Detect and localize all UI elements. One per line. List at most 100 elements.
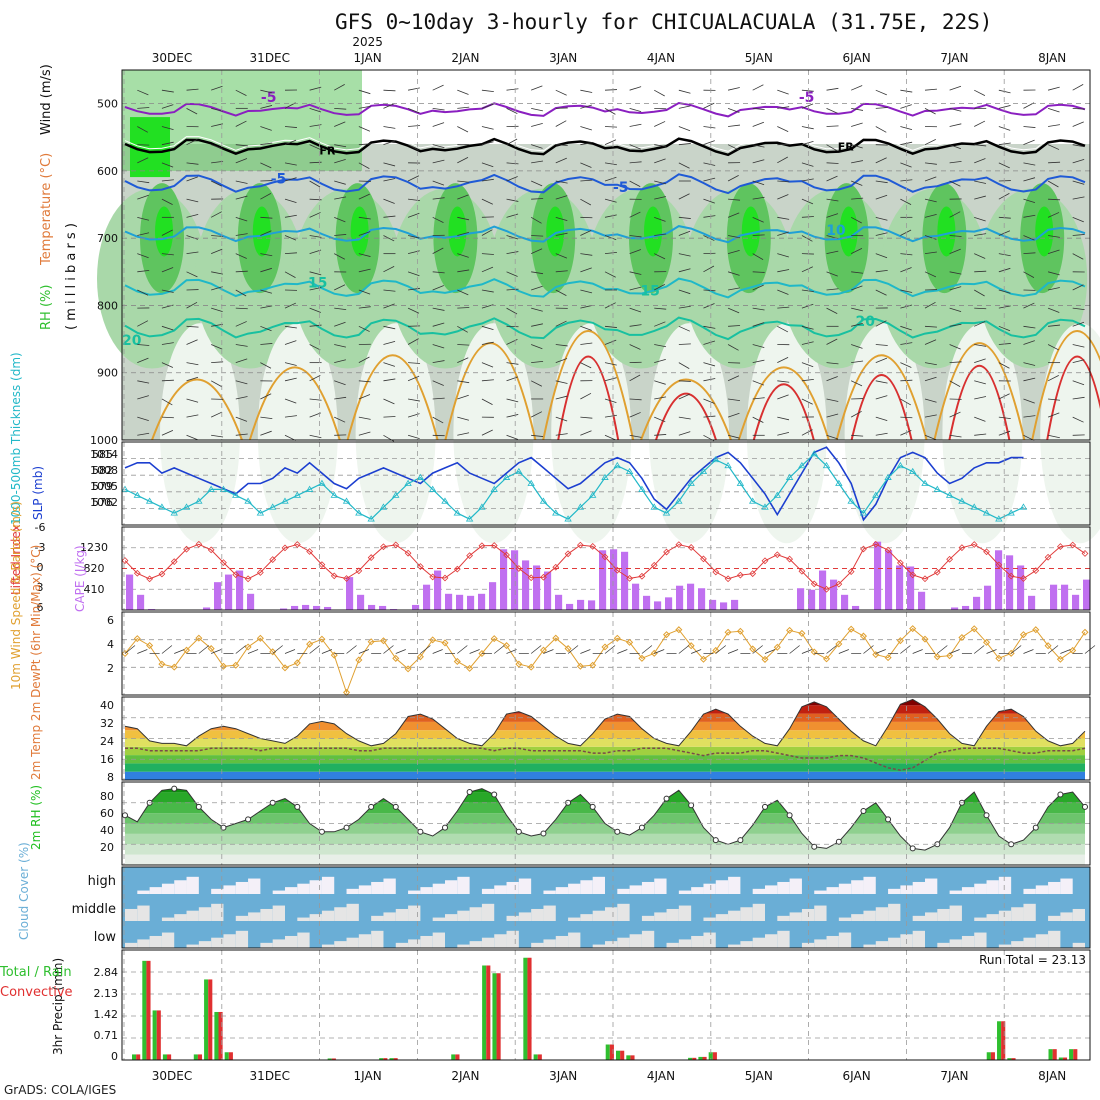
wind-barb xyxy=(629,434,642,438)
temp-band xyxy=(125,738,1085,747)
wind-barb xyxy=(752,271,765,273)
top-date-label: 31DEC xyxy=(250,51,290,65)
wind-barb xyxy=(432,380,444,386)
wind-barb xyxy=(506,307,518,315)
wind-barb xyxy=(284,302,297,309)
thickness-point xyxy=(232,491,240,498)
cloud-gap xyxy=(851,880,864,894)
wind-barb xyxy=(334,216,346,223)
wind-barb xyxy=(481,398,493,405)
cloud-gap xyxy=(703,932,716,948)
wind-speed-point xyxy=(909,625,917,633)
wind-barb-10m xyxy=(986,649,997,654)
cloud-gap xyxy=(285,935,298,948)
wind-barb xyxy=(555,253,568,259)
wind-barb xyxy=(457,289,469,296)
thickness-point xyxy=(908,467,917,475)
thickness-point xyxy=(121,485,129,492)
lifted-index-point xyxy=(1032,567,1040,574)
cloud-gap xyxy=(494,885,507,894)
lifted-index-point xyxy=(626,574,634,582)
rh-point xyxy=(1032,824,1039,831)
wind-barb xyxy=(678,380,691,382)
contour-30-dome xyxy=(850,374,913,441)
ylabel-rh2m: 2m RH (%) xyxy=(29,785,43,850)
rh-blob xyxy=(741,206,760,257)
cloud-gap xyxy=(838,932,852,948)
wind-barb xyxy=(334,196,347,200)
wind-barb xyxy=(752,380,765,386)
wind-barb xyxy=(1072,396,1085,400)
wind-barb xyxy=(260,325,272,332)
wind-barb xyxy=(186,176,198,182)
thickness-point xyxy=(748,497,757,504)
ylabel-rh: RH (%) xyxy=(39,285,54,330)
wind-barb xyxy=(1072,321,1085,327)
precip-total-bar xyxy=(204,979,209,1060)
wind-barb xyxy=(949,434,962,438)
wind-barb xyxy=(555,433,568,436)
wind-barb xyxy=(211,107,223,112)
wind-barb xyxy=(531,107,543,112)
lifted-index-point xyxy=(367,554,375,561)
precip-conv-bar xyxy=(208,979,213,1060)
lifted-index-point xyxy=(503,551,510,559)
rh-point xyxy=(909,845,916,852)
cloud-gap xyxy=(531,908,544,921)
wind-barb xyxy=(629,324,642,327)
wind-barb xyxy=(358,356,370,363)
cloud-gap xyxy=(961,887,975,894)
wind-barb xyxy=(777,380,790,383)
wind-barb xyxy=(654,180,666,185)
wind-barb xyxy=(235,180,248,184)
cloud-gap xyxy=(740,941,753,948)
wind-barb xyxy=(235,358,248,364)
cape-bar xyxy=(852,605,860,610)
wind-barb xyxy=(555,320,567,327)
cape-bar xyxy=(1083,579,1091,610)
wind-barb xyxy=(260,126,272,131)
wind-barb xyxy=(974,270,987,273)
wind-barb xyxy=(260,162,272,169)
ylabel-cape: CAPE (J/kg) xyxy=(73,545,87,612)
wind-tick: 4 xyxy=(107,638,114,651)
wind-barb xyxy=(727,175,739,182)
wind-barb xyxy=(703,215,716,218)
lifted-index-point xyxy=(872,540,880,548)
wind-barb xyxy=(383,215,396,218)
wind-barb xyxy=(1023,398,1035,404)
wind-barb xyxy=(801,398,813,405)
cape-bar xyxy=(819,570,827,610)
wind-barb xyxy=(875,89,887,96)
rh-tick: 60 xyxy=(100,807,114,820)
wind-barb xyxy=(210,411,223,418)
wind-speed-point xyxy=(466,664,474,672)
wind-barb xyxy=(777,357,789,363)
wind-barb xyxy=(924,376,937,382)
wind-barb xyxy=(998,289,1011,294)
year-label: 2025 xyxy=(352,35,383,49)
wind-barb xyxy=(260,105,273,109)
contour-label: 15 xyxy=(640,284,659,300)
wind-barb-10m xyxy=(715,645,726,654)
wind-barb xyxy=(1048,161,1061,164)
cloud-gap xyxy=(654,878,667,894)
rh-point xyxy=(811,843,818,850)
thickness-point xyxy=(1019,503,1028,510)
wind-barb xyxy=(260,289,273,294)
wind-speed-point xyxy=(515,660,523,668)
cloud-gap xyxy=(654,912,667,921)
rh-blob xyxy=(839,206,858,257)
cape-bar xyxy=(291,605,299,610)
wind-barb xyxy=(334,321,346,327)
cloud-gap xyxy=(137,939,150,948)
wind-barb-10m xyxy=(247,649,259,654)
wind-barb xyxy=(481,429,493,436)
wind-barb xyxy=(949,211,961,218)
bottom-date-label: 7JAN xyxy=(940,1069,968,1083)
cloud-gap xyxy=(974,917,987,921)
wind-barb xyxy=(900,398,911,406)
wind-barb xyxy=(161,229,173,236)
wind-barb xyxy=(654,216,666,222)
wind-barb xyxy=(1047,271,1060,276)
